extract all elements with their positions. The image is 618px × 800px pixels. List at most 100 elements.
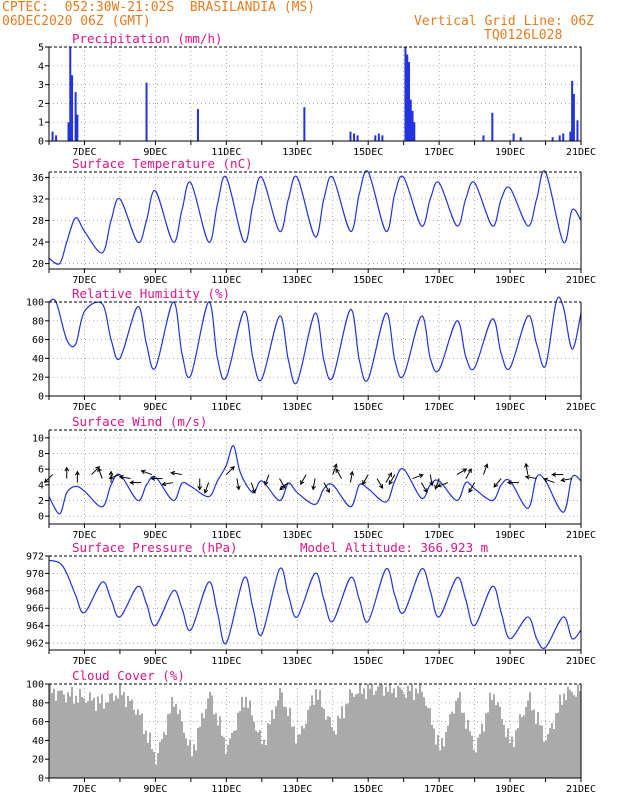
x-tick-label: 7DEC: [72, 147, 96, 158]
cloud-bar: [207, 698, 209, 778]
precip-bar: [74, 92, 77, 141]
cloud-bar: [257, 732, 259, 778]
cloud-bar: [181, 721, 183, 778]
cloud-bar: [425, 705, 427, 778]
y-tick-label: 40: [32, 736, 44, 747]
wind-arrow: [524, 474, 537, 480]
precip-bar: [551, 137, 554, 141]
x-tick-label: 21DEC: [566, 147, 596, 158]
wind-arrow: [140, 469, 153, 476]
cloud-bar: [173, 706, 175, 778]
cloud-bar: [57, 691, 59, 778]
precip-bar: [349, 131, 352, 141]
cloud-bar: [313, 704, 315, 778]
cloud-bar: [367, 684, 369, 778]
cloud-bar: [461, 712, 463, 778]
cloud-bar: [199, 726, 201, 778]
cloud-bar: [105, 702, 107, 778]
x-tick-label: 9DEC: [143, 530, 167, 541]
x-tick-label: 21DEC: [566, 275, 596, 286]
cloud-bar: [165, 735, 167, 778]
panel-humidity: 0 20 40 60 80 100 7DEC 9DEC 11DEC 13DEC 15DEC 17DEC…: [26, 286, 596, 413]
y-tick-label: 24: [32, 238, 44, 249]
series-line-humidity: [48, 296, 582, 385]
cloud-bar: [245, 696, 247, 778]
y-tick-label: 100: [26, 680, 44, 691]
x-tick-label: 15DEC: [353, 275, 383, 286]
x-tick-label: 19DEC: [495, 784, 525, 795]
cloud-bar: [563, 693, 565, 778]
cloud-bar: [361, 694, 363, 778]
y-tick-label: 972: [26, 552, 44, 563]
cloud-bar: [441, 737, 443, 778]
x-tick-label: 11DEC: [211, 656, 241, 667]
wind-arrow: [170, 470, 183, 476]
cloud-bar: [77, 702, 79, 778]
y-tick-label: 100: [26, 298, 44, 309]
cloud-bar: [331, 727, 333, 778]
panel-title: Relative Humidity (%): [72, 286, 230, 301]
wind-arrow: [429, 474, 434, 487]
cloud-bar: [401, 689, 403, 778]
cloud-bar: [369, 688, 371, 778]
cloud-bar: [187, 745, 189, 778]
cloud-bar: [501, 719, 503, 778]
cloud-bar: [307, 709, 309, 778]
x-tick-label: 7DEC: [72, 402, 96, 413]
wind-arrow: [197, 478, 203, 491]
y-tick-label: 80: [32, 698, 44, 709]
x-tick-label: 13DEC: [282, 275, 312, 286]
wind-arrow: [482, 463, 489, 475]
cloud-bar: [117, 698, 119, 778]
cloud-bar: [477, 737, 479, 778]
cloud-bar: [373, 694, 375, 778]
cloud-bar: [415, 688, 417, 778]
cloud-bar: [539, 725, 541, 778]
cloud-bar: [73, 703, 75, 778]
precip-bar: [482, 135, 485, 141]
cloud-bar: [193, 744, 195, 778]
y-tick-label: 968: [26, 586, 44, 597]
cloud-bar: [437, 735, 439, 778]
wind-arrow: [385, 472, 392, 483]
cloud-bar: [85, 702, 87, 778]
precip-bar: [404, 47, 407, 141]
cloud-bar: [329, 717, 331, 778]
cloud-bar: [503, 724, 505, 778]
cloud-bar: [201, 713, 203, 778]
cloud-bar: [567, 686, 569, 778]
header-date: 06DEC2020 06Z (GMT): [2, 14, 151, 29]
cloud-bar: [255, 730, 257, 778]
cloud-bar: [499, 706, 501, 778]
wind-arrow: [64, 466, 70, 479]
cloud-bar: [531, 710, 533, 778]
x-tick-label: 11DEC: [211, 402, 241, 413]
precip-bar: [519, 137, 522, 141]
cloud-bar: [405, 697, 407, 778]
precip-bar: [67, 122, 70, 141]
wind-arrow: [465, 468, 472, 479]
cloud-bar: [435, 744, 437, 778]
cloud-bar: [233, 730, 235, 778]
cloud-bar: [131, 699, 133, 778]
cloud-bar: [479, 734, 481, 778]
wind-arrow: [129, 480, 142, 485]
y-tick-label: 32: [32, 194, 44, 205]
precip-bar: [512, 133, 515, 141]
cloud-bar: [239, 711, 241, 778]
y-tick-label: 40: [32, 354, 44, 365]
wind-arrow: [349, 470, 355, 483]
cloud-bar: [457, 698, 459, 778]
series-line-temperature: [48, 170, 582, 265]
panel-title: Cloud Cover (%): [72, 668, 185, 683]
precip-bar: [381, 135, 384, 141]
cloud-bar: [251, 715, 253, 778]
cloud-bar: [175, 703, 177, 778]
cloud-bar: [469, 731, 471, 778]
cloud-bar: [577, 684, 579, 778]
x-tick-label: 13DEC: [282, 530, 312, 541]
x-tick-label: 9DEC: [143, 275, 167, 286]
cloud-bar: [571, 691, 573, 778]
cloud-bar: [335, 734, 337, 778]
cloud-bar: [387, 691, 389, 778]
